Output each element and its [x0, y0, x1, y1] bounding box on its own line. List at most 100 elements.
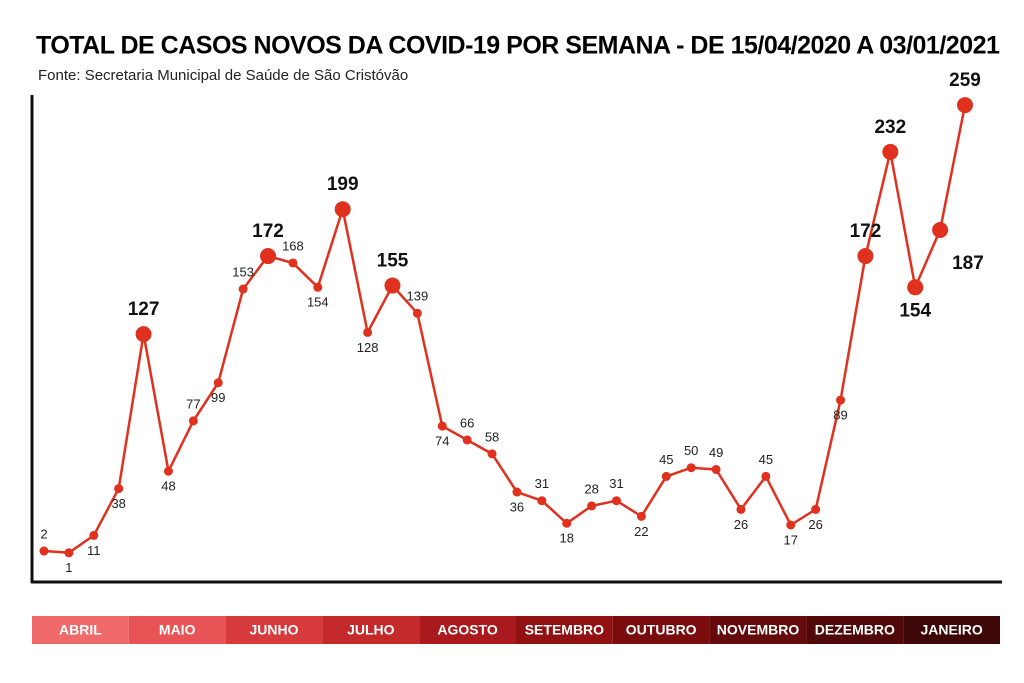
chart-subtitle: Fonte: Secretaria Municipal de Saúde de … — [38, 67, 408, 84]
data-label: 1 — [65, 560, 72, 575]
month-label: MAIO — [159, 622, 196, 638]
highlight-point — [334, 201, 351, 218]
data-label: 31 — [609, 476, 623, 491]
data-label: 154 — [307, 295, 329, 310]
line — [43, 104, 967, 555]
month-label: NOVEMBRO — [717, 622, 800, 638]
point — [661, 471, 671, 481]
point — [786, 520, 796, 530]
point — [437, 421, 447, 431]
data-label: 45 — [759, 452, 773, 467]
month-band — [322, 616, 420, 644]
point — [636, 511, 646, 521]
month-band — [612, 616, 710, 644]
month-label: DEZEMBRO — [815, 622, 895, 638]
highlight-point — [857, 248, 874, 265]
month-label: AGOSTO — [437, 622, 498, 638]
month-band — [709, 616, 807, 644]
point — [213, 378, 223, 388]
point — [836, 395, 846, 405]
data-label: 127 — [128, 299, 160, 320]
data-label: 26 — [734, 517, 748, 532]
highlight-point — [384, 277, 401, 294]
point — [288, 258, 298, 268]
month-label: JUNHO — [249, 622, 298, 638]
point — [313, 282, 323, 292]
month-band — [32, 616, 129, 644]
point — [537, 496, 547, 506]
point — [39, 546, 49, 556]
data-label: 36 — [510, 499, 524, 514]
data-label: 2 — [40, 526, 47, 541]
point — [89, 530, 99, 540]
point — [736, 504, 746, 514]
data-label: 172 — [850, 221, 882, 242]
point — [612, 496, 622, 506]
data-label: 139 — [407, 289, 429, 304]
data-label: 18 — [559, 531, 573, 546]
data-label: 259 — [949, 70, 981, 91]
point — [512, 487, 522, 497]
data-label: 22 — [634, 524, 648, 539]
highlight-point — [135, 326, 152, 343]
month-label: JULHO — [347, 622, 395, 638]
data-label: 31 — [535, 476, 549, 491]
point — [363, 327, 373, 337]
month-band — [225, 616, 323, 644]
data-label: 74 — [435, 434, 449, 449]
point — [761, 471, 771, 481]
highlight-point — [260, 248, 277, 265]
data-label: 99 — [211, 390, 225, 405]
data-label: 172 — [252, 221, 284, 242]
month-label: OUTUBRO — [626, 622, 697, 638]
month-band — [128, 616, 226, 644]
data-label: 89 — [833, 408, 847, 423]
data-label: 199 — [327, 174, 359, 195]
point — [811, 504, 821, 514]
point — [462, 435, 472, 445]
data-label: 17 — [784, 532, 798, 547]
data-label: 232 — [874, 117, 906, 138]
point — [686, 463, 696, 473]
point — [587, 501, 597, 511]
point — [163, 466, 173, 476]
point — [562, 518, 572, 528]
data-label: 128 — [357, 340, 379, 355]
point — [487, 449, 497, 459]
data-label: 28 — [584, 481, 598, 496]
data-label: 58 — [485, 429, 499, 444]
highlight-point — [907, 279, 924, 296]
month-band — [903, 616, 1000, 644]
highlight-point — [882, 143, 899, 160]
month-label: SETEMBRO — [525, 622, 604, 638]
point — [238, 284, 248, 294]
chart-title: TOTAL DE CASOS NOVOS DA COVID-19 POR SEM… — [36, 32, 1000, 60]
highlight-point — [957, 97, 973, 114]
data-label: 11 — [87, 543, 101, 558]
point — [64, 548, 74, 558]
data-label: 38 — [111, 496, 125, 511]
month-label: ABRIL — [59, 622, 102, 638]
data-label: 50 — [684, 443, 698, 458]
data-label: 187 — [952, 253, 984, 274]
highlight-point — [932, 222, 949, 239]
data-label: 45 — [659, 452, 673, 467]
data-label: 49 — [709, 445, 723, 460]
data-label: 168 — [282, 238, 304, 253]
point — [188, 416, 198, 426]
month-band — [419, 616, 516, 644]
data-label: 66 — [460, 415, 474, 430]
data-label: 154 — [899, 300, 931, 321]
data-label: 155 — [377, 251, 409, 272]
point — [114, 484, 124, 494]
point — [711, 464, 721, 474]
data-label: 153 — [232, 264, 254, 279]
point — [412, 308, 422, 318]
month-band — [516, 616, 613, 644]
month-label: JANEIRO — [920, 622, 982, 638]
month-band — [806, 616, 904, 644]
data-label: 26 — [808, 517, 822, 532]
data-label: 48 — [161, 479, 175, 494]
data-label: 77 — [186, 396, 200, 411]
